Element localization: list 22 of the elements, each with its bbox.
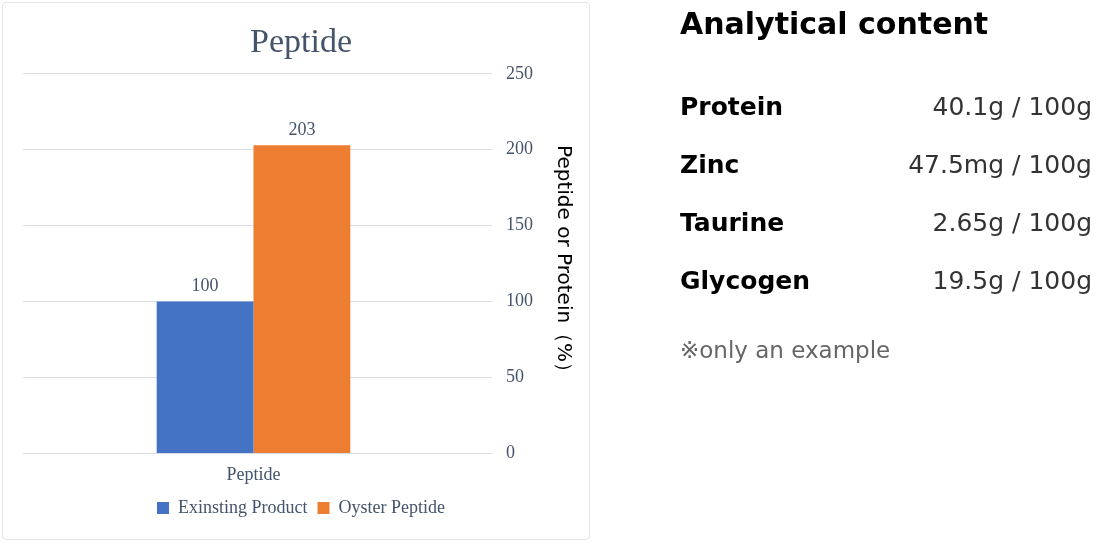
y-tick-label: 50 (506, 366, 524, 387)
data-label: 100 (191, 275, 219, 296)
text: Taurine (680, 207, 785, 237)
text: 40.1g / 100g (932, 91, 1092, 121)
y-tick-label: 200 (506, 138, 533, 159)
text: Analytical content (680, 6, 990, 41)
legend-label: Exinsting Product (178, 496, 308, 517)
data-label: 203 (288, 118, 316, 139)
y-tick-label: 250 (506, 62, 533, 83)
text: 47.5mg / 100g (908, 149, 1092, 179)
text: 2.65g / 100g (932, 207, 1092, 237)
legend-label: Oyster Peptide (338, 496, 445, 517)
text: 19.5g / 100g (932, 265, 1092, 295)
y-tick-label: 100 (506, 290, 533, 311)
text: ※only an example (680, 337, 892, 363)
text: Peptide (226, 463, 281, 484)
text: Protein (680, 91, 784, 121)
text: Glycogen (680, 265, 811, 295)
y-axis-title: Peptide or Protein（%） (552, 145, 577, 383)
y-tick-label: 150 (506, 214, 533, 235)
text: Zinc (680, 149, 740, 179)
y-tick-label: 0 (506, 442, 515, 463)
